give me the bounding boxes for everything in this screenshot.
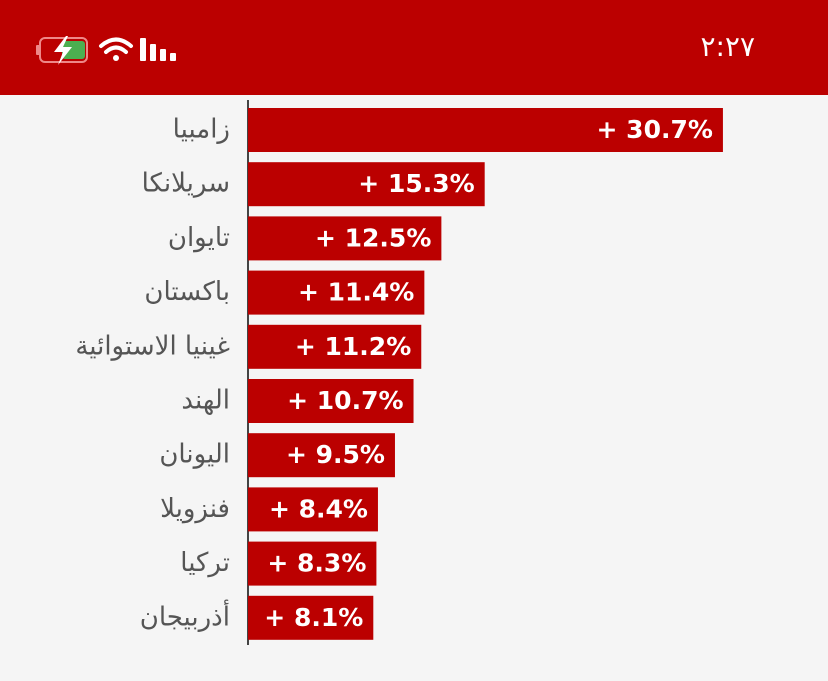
clock: ٢:٢٧ <box>700 30 755 63</box>
category-label: أذربيجان <box>140 598 230 632</box>
signal-icon <box>140 38 176 61</box>
category-label: فنزويلا <box>160 494 230 524</box>
bar <box>248 324 422 369</box>
bar <box>248 433 395 478</box>
bar <box>248 541 377 586</box>
value-label: + 15.3% <box>358 169 474 198</box>
wifi-icon <box>99 37 133 61</box>
value-label: + 8.3% <box>267 549 366 578</box>
value-label: + 30.7% <box>597 115 713 144</box>
bar <box>248 487 378 532</box>
bar <box>248 379 414 423</box>
value-label: + 12.5% <box>315 223 431 252</box>
bar <box>248 595 374 640</box>
category-label: تركيا <box>180 548 230 578</box>
value-label: + 11.2% <box>295 332 411 361</box>
status-bar <box>0 0 828 95</box>
category-label: باكستان <box>144 277 230 307</box>
bar <box>248 270 425 315</box>
value-label: + 9.5% <box>286 440 385 469</box>
category-label: تايوان <box>168 223 230 253</box>
category-label: اليونان <box>159 440 230 470</box>
bar <box>248 162 485 207</box>
value-label: + 10.7% <box>287 386 403 415</box>
battery-icon <box>36 36 88 65</box>
value-label: + 8.4% <box>269 494 368 523</box>
value-label: + 8.1% <box>264 603 363 632</box>
category-label: الهند <box>181 386 230 416</box>
category-label: سريلانكا <box>142 169 230 199</box>
bar <box>248 108 723 152</box>
value-label: + 11.4% <box>298 278 414 307</box>
category-label: زامبيا <box>173 115 230 145</box>
bar <box>248 216 442 261</box>
category-label: غينيا الاستوائية <box>75 331 230 361</box>
